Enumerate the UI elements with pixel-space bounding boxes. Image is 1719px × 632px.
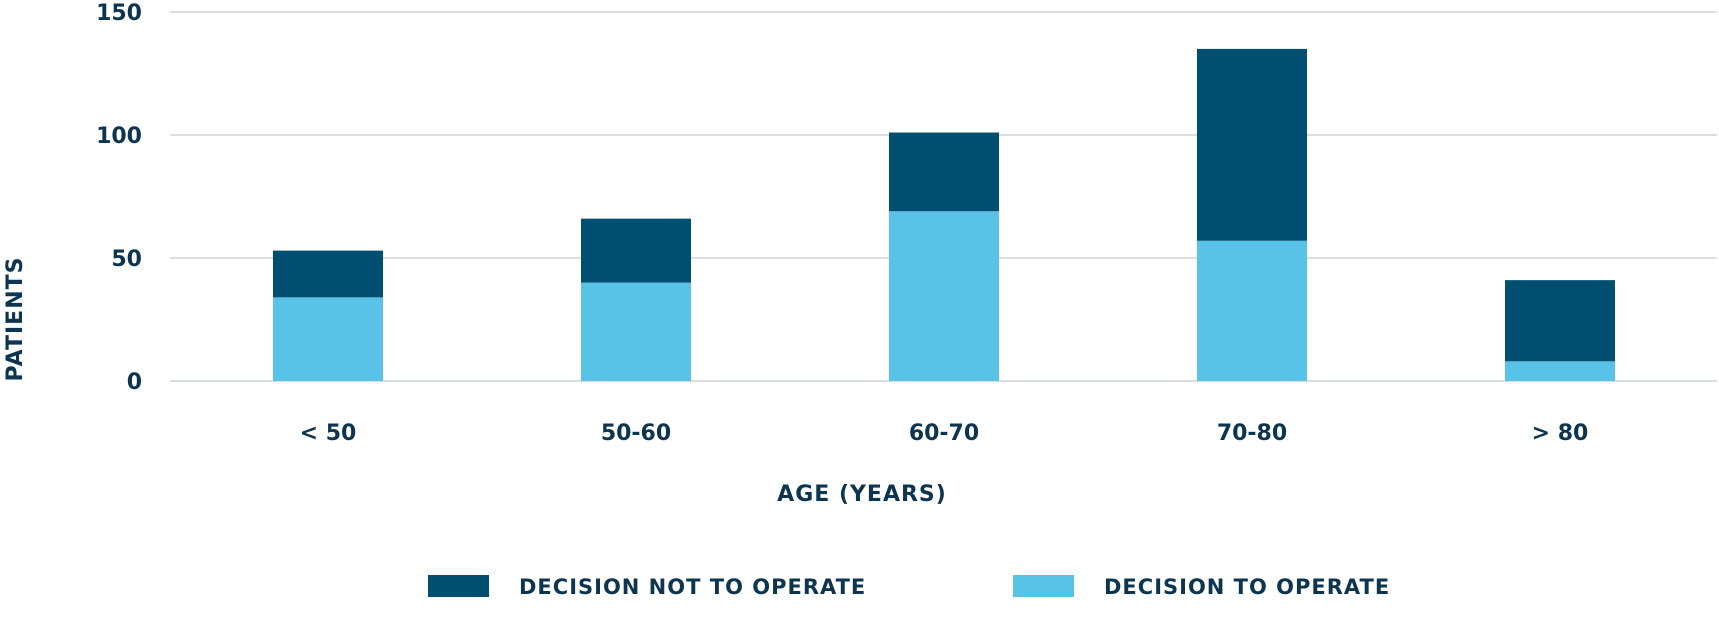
x-axis-ticks: < 50 50-60 60-70 70-80 > 80: [300, 421, 1589, 446]
legend: DECISION NOT TO OPERATE DECISION TO OPERA…: [428, 575, 1390, 599]
legend-swatch: [428, 575, 489, 597]
y-axis-ticks: 0 50 100 150: [96, 1, 142, 395]
x-tick-label: 60-70: [909, 421, 979, 446]
bar-segment: [1197, 48, 1307, 241]
y-tick-label: 100: [96, 124, 142, 149]
x-axis-title: AGE (YEARS): [777, 482, 947, 507]
x-tick-label: 50-60: [601, 421, 671, 446]
x-tick-label: > 80: [1532, 421, 1589, 446]
bar-segment: [1197, 240, 1307, 381]
bar-segment: [889, 132, 999, 212]
y-tick-label: 0: [127, 370, 142, 395]
legend-label: DECISION NOT TO OPERATE: [519, 575, 866, 599]
x-tick-label: 70-80: [1217, 421, 1287, 446]
bar-segment: [889, 211, 999, 381]
legend-label: DECISION TO OPERATE: [1104, 575, 1390, 599]
y-tick-label: 150: [96, 1, 142, 26]
y-axis-title: PATIENTS: [3, 257, 28, 382]
bar-segment: [273, 250, 383, 298]
bar-segment: [1505, 280, 1615, 362]
bar-segment: [273, 297, 383, 381]
legend-swatch: [1013, 575, 1074, 597]
bar-segment: [581, 282, 691, 381]
bar-segment: [1505, 361, 1615, 381]
y-tick-label: 50: [111, 247, 142, 272]
x-tick-label: < 50: [300, 421, 357, 446]
bar-segment: [581, 218, 691, 283]
bars: [273, 48, 1615, 381]
